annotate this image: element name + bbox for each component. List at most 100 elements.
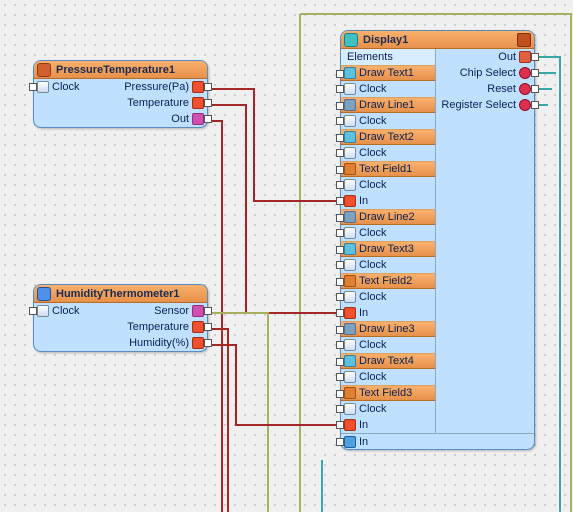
line-icon: [344, 323, 356, 335]
port-row-reset[interactable]: Reset: [436, 81, 534, 97]
port-pin[interactable]: [531, 85, 539, 93]
port-row-chipselect[interactable]: Chip Select: [436, 65, 534, 81]
port-pin[interactable]: [336, 405, 344, 413]
element-label: In: [343, 307, 433, 319]
port-pin[interactable]: [531, 69, 539, 77]
element-row[interactable]: Clock: [341, 113, 435, 129]
element-row[interactable]: Clock: [341, 337, 435, 353]
port-pin[interactable]: [336, 278, 344, 286]
abc-icon: [344, 387, 356, 399]
fire-icon: [192, 81, 204, 93]
element-label: In: [343, 195, 433, 207]
port-pin[interactable]: [336, 246, 344, 254]
port-pin[interactable]: [531, 53, 539, 61]
port-pin[interactable]: [336, 390, 344, 398]
port-pin[interactable]: [204, 115, 212, 123]
port-pin[interactable]: [204, 83, 212, 91]
port-pin[interactable]: [204, 307, 212, 315]
port-row-sensor[interactable]: Sensor: [34, 303, 207, 319]
pulse-icon: [344, 371, 356, 383]
port-label: Temperature: [36, 97, 191, 109]
element-row[interactable]: Text Field3: [341, 385, 435, 401]
fire-icon: [192, 97, 204, 109]
wrench-icon[interactable]: [517, 33, 531, 47]
port-pin[interactable]: [336, 261, 344, 269]
port-pin[interactable]: [336, 341, 344, 349]
port-pin[interactable]: [336, 117, 344, 125]
element-row[interactable]: Clock: [341, 177, 435, 193]
port-row-out[interactable]: Out: [436, 49, 534, 65]
element-row[interactable]: Clock: [341, 81, 435, 97]
thermo-icon: [37, 287, 51, 301]
element-row[interactable]: Draw Line1: [341, 97, 435, 113]
port-label: Reset: [438, 83, 518, 95]
port-pin[interactable]: [336, 85, 344, 93]
element-label: Clock: [343, 259, 433, 271]
port-pin[interactable]: [336, 326, 344, 334]
port-pin[interactable]: [336, 214, 344, 222]
node-title: PressureTemperature1: [34, 61, 207, 79]
chat-icon: [344, 436, 356, 448]
node-humidity-thermometer[interactable]: HumidityThermometer1 Clock Sensor Temper…: [33, 284, 208, 352]
port-pin[interactable]: [336, 309, 344, 317]
port-pin[interactable]: [336, 134, 344, 142]
port-row-out[interactable]: Out: [34, 111, 207, 127]
port-row-humidity[interactable]: Humidity(%): [34, 335, 207, 351]
pulse-icon: [344, 259, 356, 271]
port-row-in-footer[interactable]: In: [341, 433, 534, 449]
port-pin[interactable]: [336, 166, 344, 174]
element-row[interactable]: Clock: [341, 401, 435, 417]
element-row[interactable]: Draw Text2: [341, 129, 435, 145]
element-row[interactable]: Draw Line2: [341, 209, 435, 225]
element-row[interactable]: Clock: [341, 257, 435, 273]
fire-icon: [344, 195, 356, 207]
port-pin[interactable]: [531, 101, 539, 109]
element-row[interactable]: Draw Text1: [341, 65, 435, 81]
port-pin[interactable]: [336, 102, 344, 110]
element-row[interactable]: Clock: [341, 289, 435, 305]
element-label: Clock: [343, 147, 433, 159]
port-pin[interactable]: [336, 293, 344, 301]
port-label: Chip Select: [438, 67, 518, 79]
pulse-icon: [344, 179, 356, 191]
title-text: Display1: [363, 34, 408, 46]
pulse-icon: [344, 83, 356, 95]
port-pin[interactable]: [204, 99, 212, 107]
element-label: Draw Text1: [343, 67, 433, 79]
port-pin[interactable]: [336, 373, 344, 381]
element-row[interactable]: Text Field2: [341, 273, 435, 289]
element-row[interactable]: Draw Line3: [341, 321, 435, 337]
element-row[interactable]: Clock: [341, 225, 435, 241]
element-row[interactable]: Text Field1: [341, 161, 435, 177]
port-label: Temperature: [36, 321, 191, 333]
port-label: In: [343, 436, 532, 448]
port-pin[interactable]: [336, 197, 344, 205]
port-pin[interactable]: [204, 323, 212, 331]
element-row[interactable]: Draw Text3: [341, 241, 435, 257]
port-pin[interactable]: [336, 70, 344, 78]
port-pin[interactable]: [336, 438, 344, 446]
port-pin[interactable]: [336, 358, 344, 366]
dot-icon: [519, 83, 531, 95]
element-row[interactable]: Clock: [341, 145, 435, 161]
port-pin[interactable]: [204, 339, 212, 347]
element-label: Text Field3: [343, 387, 433, 399]
port-row-temperature[interactable]: Temperature: [34, 319, 207, 335]
port-row-temperature[interactable]: Temperature: [34, 95, 207, 111]
element-row[interactable]: Draw Text4: [341, 353, 435, 369]
port-row-regselect[interactable]: Register Select: [436, 97, 534, 113]
port-pin[interactable]: [336, 229, 344, 237]
node-pressure-temperature[interactable]: PressureTemperature1 Clock Pressure(Pa) …: [33, 60, 208, 128]
port-pin[interactable]: [336, 421, 344, 429]
port-row-pressure[interactable]: Pressure(Pa): [34, 79, 207, 95]
txt-icon: [344, 131, 356, 143]
pulse-icon: [344, 227, 356, 239]
fire-icon: [192, 337, 204, 349]
node-display[interactable]: Display1 Elements Draw Text1ClockDraw Li…: [340, 30, 535, 450]
port-pin[interactable]: [336, 181, 344, 189]
port-pin[interactable]: [336, 149, 344, 157]
element-row[interactable]: In: [341, 193, 435, 209]
element-row[interactable]: Clock: [341, 369, 435, 385]
element-row[interactable]: In: [341, 417, 435, 433]
element-row[interactable]: In: [341, 305, 435, 321]
